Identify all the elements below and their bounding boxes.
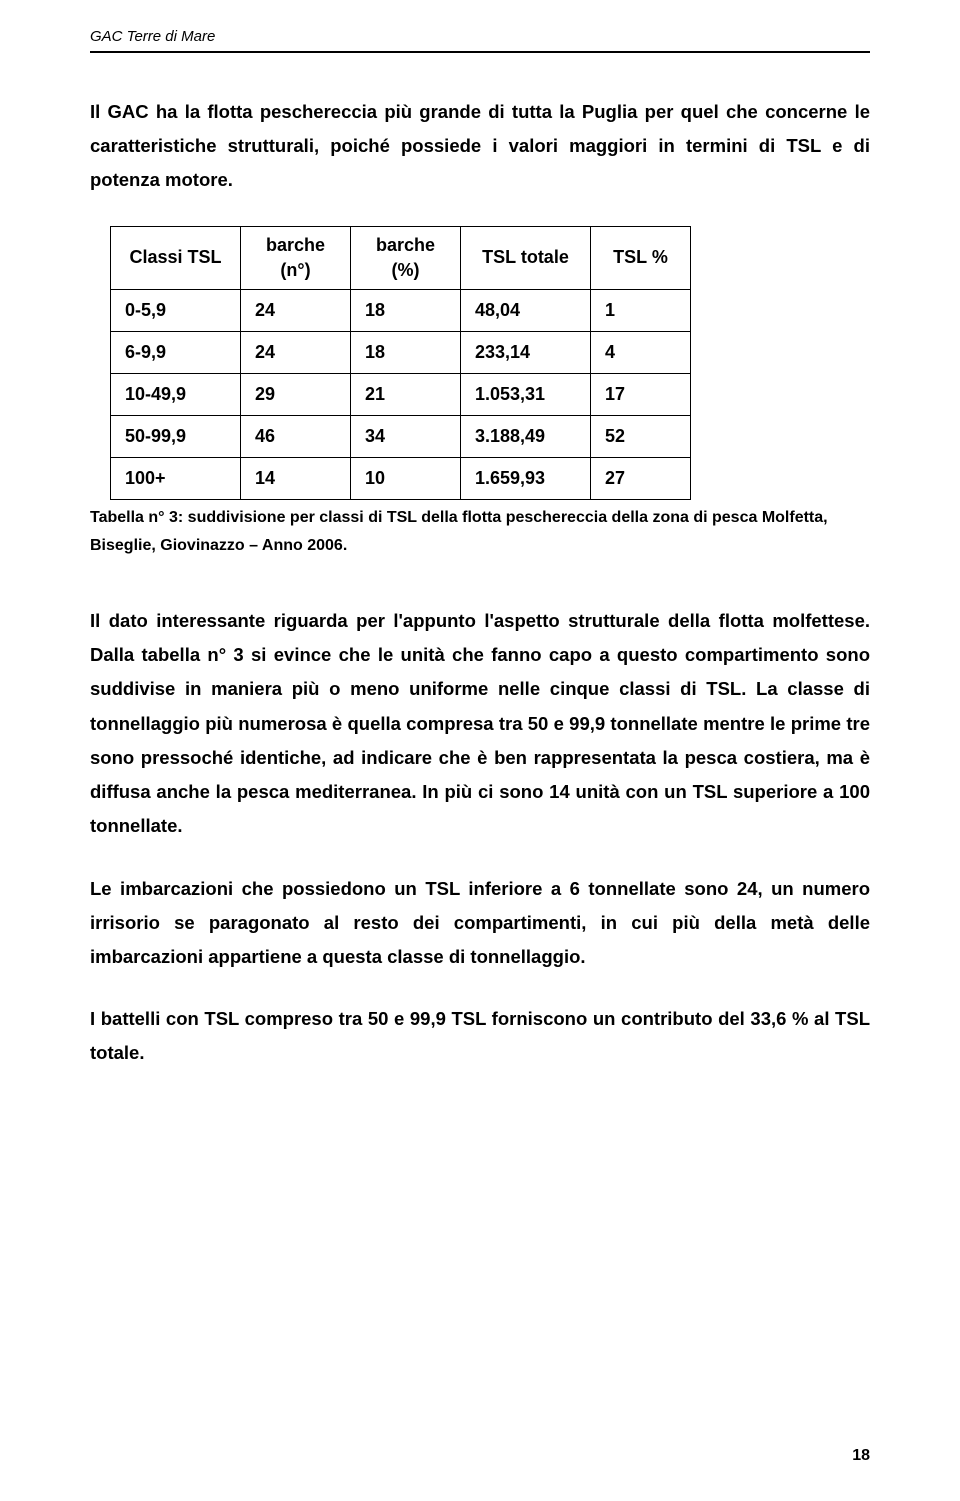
col-header-tsl-totale: TSL totale bbox=[461, 226, 591, 289]
col-header-barche-n-l2: (n°) bbox=[280, 260, 310, 280]
paragraph-1: Il GAC ha la flotta peschereccia più gra… bbox=[90, 95, 870, 198]
cell-barche-n: 14 bbox=[241, 458, 351, 500]
paragraph-2: Il dato interessante riguarda per l'appu… bbox=[90, 604, 870, 844]
col-header-barche-pct: barche (%) bbox=[351, 226, 461, 289]
cell-barche-pct: 18 bbox=[351, 290, 461, 332]
cell-barche-pct: 10 bbox=[351, 458, 461, 500]
cell-classi: 6-9,9 bbox=[111, 332, 241, 374]
table-row: 50-99,9 46 34 3.188,49 52 bbox=[111, 416, 691, 458]
cell-tsl-pct: 52 bbox=[591, 416, 691, 458]
cell-tsl-pct: 4 bbox=[591, 332, 691, 374]
col-header-barche-n: barche (n°) bbox=[241, 226, 351, 289]
cell-barche-n: 29 bbox=[241, 374, 351, 416]
cell-barche-n: 46 bbox=[241, 416, 351, 458]
page: GAC Terre di Mare Il GAC ha la flotta pe… bbox=[0, 0, 960, 1501]
cell-classi: 0-5,9 bbox=[111, 290, 241, 332]
col-header-classi: Classi TSL bbox=[111, 226, 241, 289]
col-header-barche-pct-l2: (%) bbox=[392, 260, 420, 280]
table-row: 0-5,9 24 18 48,04 1 bbox=[111, 290, 691, 332]
col-header-barche-pct-l1: barche bbox=[376, 235, 435, 255]
page-number: 18 bbox=[852, 1447, 870, 1465]
cell-barche-n: 24 bbox=[241, 290, 351, 332]
header-title: GAC Terre di Mare bbox=[90, 28, 215, 45]
cell-tsl-pct: 27 bbox=[591, 458, 691, 500]
cell-tsl-pct: 17 bbox=[591, 374, 691, 416]
cell-barche-pct: 18 bbox=[351, 332, 461, 374]
table-row: 100+ 14 10 1.659,93 27 bbox=[111, 458, 691, 500]
table-row: 10-49,9 29 21 1.053,31 17 bbox=[111, 374, 691, 416]
cell-classi: 100+ bbox=[111, 458, 241, 500]
table-row: 6-9,9 24 18 233,14 4 bbox=[111, 332, 691, 374]
paragraph-3: Le imbarcazioni che possiedono un TSL in… bbox=[90, 872, 870, 975]
page-header: GAC Terre di Mare bbox=[90, 28, 870, 53]
paragraph-4: I battelli con TSL compreso tra 50 e 99,… bbox=[90, 1002, 870, 1070]
col-header-barche-n-l1: barche bbox=[266, 235, 325, 255]
cell-barche-n: 24 bbox=[241, 332, 351, 374]
cell-tsl-totale: 1.659,93 bbox=[461, 458, 591, 500]
cell-barche-pct: 21 bbox=[351, 374, 461, 416]
tsl-table: Classi TSL barche (n°) barche (%) TSL to… bbox=[110, 226, 691, 500]
table-caption: Tabella n° 3: suddivisione per classi di… bbox=[90, 504, 870, 560]
cell-tsl-totale: 1.053,31 bbox=[461, 374, 591, 416]
cell-classi: 50-99,9 bbox=[111, 416, 241, 458]
cell-tsl-totale: 48,04 bbox=[461, 290, 591, 332]
table-header-row: Classi TSL barche (n°) barche (%) TSL to… bbox=[111, 226, 691, 289]
cell-tsl-totale: 233,14 bbox=[461, 332, 591, 374]
col-header-tsl-pct: TSL % bbox=[591, 226, 691, 289]
cell-tsl-totale: 3.188,49 bbox=[461, 416, 591, 458]
cell-classi: 10-49,9 bbox=[111, 374, 241, 416]
cell-barche-pct: 34 bbox=[351, 416, 461, 458]
cell-tsl-pct: 1 bbox=[591, 290, 691, 332]
